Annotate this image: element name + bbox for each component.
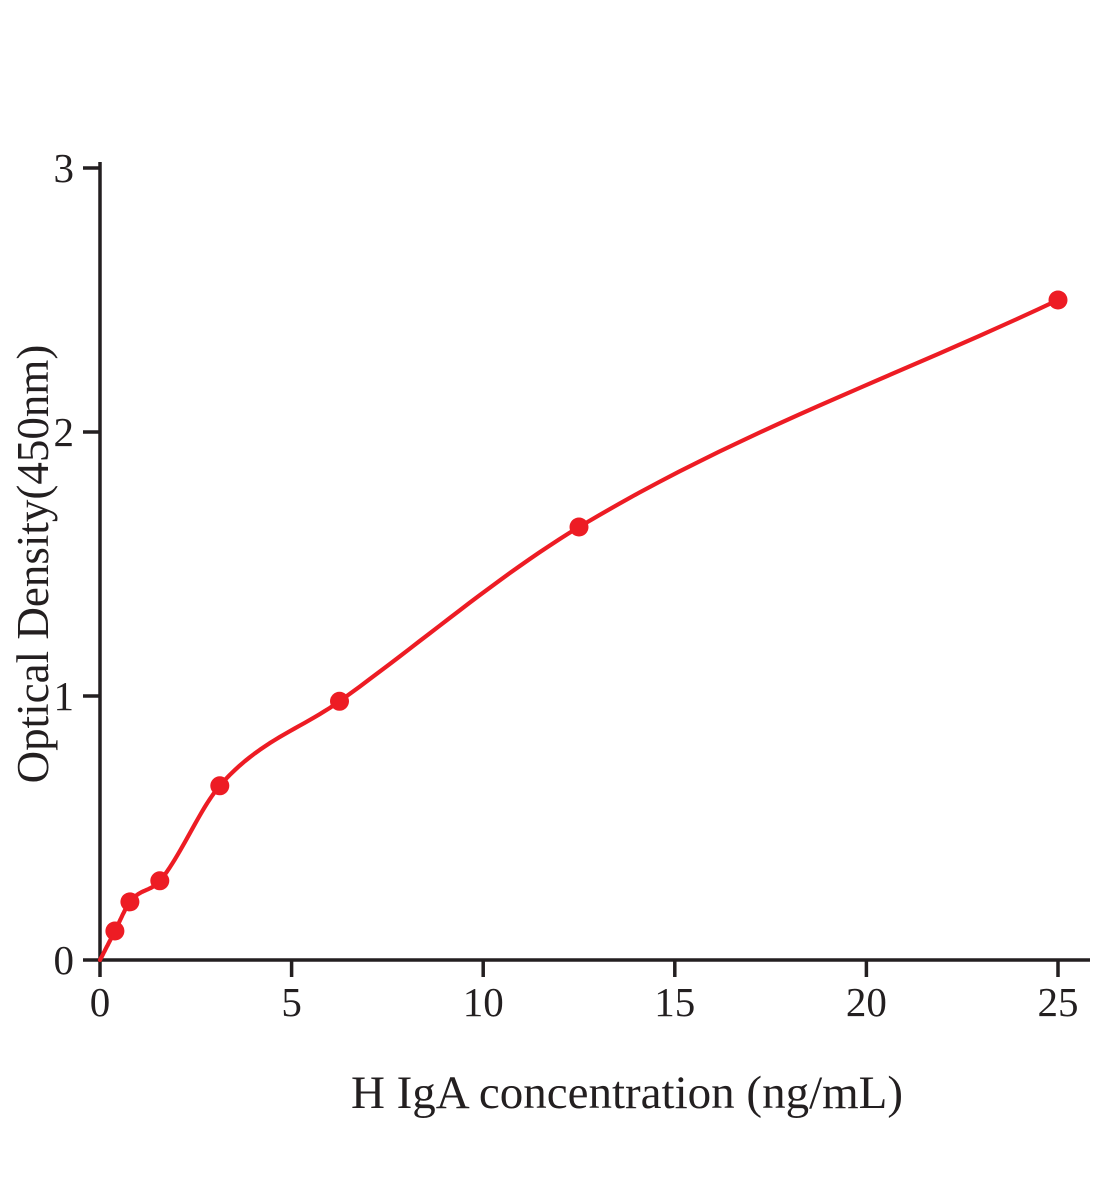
x-tick-label: 15	[654, 979, 695, 1025]
data-point	[330, 691, 349, 711]
ticks-layer	[83, 166, 1060, 977]
fit-curve-layer	[97, 297, 1061, 963]
data-point	[105, 921, 125, 941]
axis-lines	[98, 162, 1090, 962]
data-point	[210, 776, 230, 796]
y-axis-title: Optical Density(450nm)	[8, 345, 58, 784]
tick-labels-layer: 0 5 10 15 20 25 0 1 2 3	[54, 145, 1079, 1025]
x-tick-label: 5	[281, 979, 302, 1025]
data-points-layer	[105, 290, 1068, 941]
data-point	[569, 517, 589, 537]
y-tick-label: 1	[54, 673, 75, 719]
data-point	[150, 871, 170, 891]
x-axis-title: H IgA concentration (ng/mL)	[351, 1067, 903, 1119]
x-tick-label: 0	[90, 979, 111, 1025]
data-point	[1048, 290, 1068, 310]
y-tick-label: 3	[54, 145, 75, 191]
x-tick-label: 10	[463, 979, 504, 1025]
fit-curve	[97, 297, 1061, 963]
x-tick-label: 25	[1038, 979, 1079, 1025]
axes-layer	[98, 162, 1090, 962]
x-tick-label: 20	[846, 979, 887, 1025]
y-tick-label: 0	[54, 937, 75, 983]
data-point	[120, 892, 140, 912]
y-tick-label: 2	[54, 409, 75, 455]
